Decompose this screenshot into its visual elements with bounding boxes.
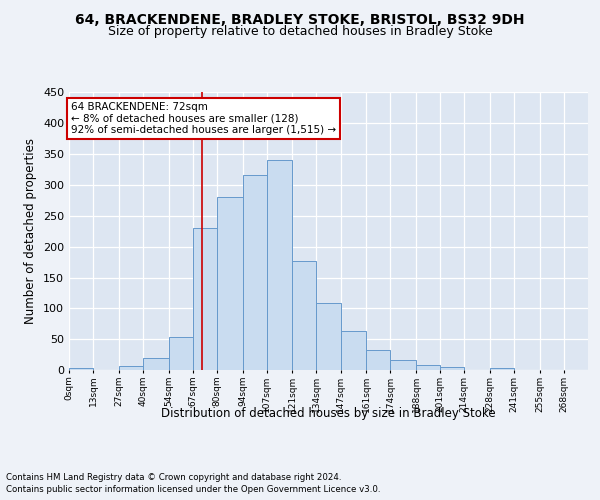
Text: Distribution of detached houses by size in Bradley Stoke: Distribution of detached houses by size … <box>161 408 496 420</box>
Bar <box>217 198 242 370</box>
Bar <box>169 336 193 370</box>
Text: Contains HM Land Registry data © Crown copyright and database right 2024.: Contains HM Land Registry data © Crown c… <box>6 472 341 482</box>
Bar <box>143 358 169 370</box>
Bar <box>416 365 440 370</box>
Y-axis label: Number of detached properties: Number of detached properties <box>25 138 37 324</box>
Bar <box>341 331 367 370</box>
Bar <box>266 160 292 370</box>
Bar <box>440 367 464 370</box>
Text: 64, BRACKENDENE, BRADLEY STOKE, BRISTOL, BS32 9DH: 64, BRACKENDENE, BRADLEY STOKE, BRISTOL,… <box>75 12 525 26</box>
Bar <box>367 350 391 370</box>
Bar <box>119 366 143 370</box>
Bar <box>391 360 416 370</box>
Bar <box>292 262 316 370</box>
Text: Size of property relative to detached houses in Bradley Stoke: Size of property relative to detached ho… <box>107 25 493 38</box>
Bar <box>193 228 217 370</box>
Text: 64 BRACKENDENE: 72sqm
← 8% of detached houses are smaller (128)
92% of semi-deta: 64 BRACKENDENE: 72sqm ← 8% of detached h… <box>71 102 336 135</box>
Bar <box>69 368 93 370</box>
Bar <box>242 175 266 370</box>
Bar <box>490 368 514 370</box>
Text: Contains public sector information licensed under the Open Government Licence v3: Contains public sector information licen… <box>6 485 380 494</box>
Bar <box>316 304 341 370</box>
